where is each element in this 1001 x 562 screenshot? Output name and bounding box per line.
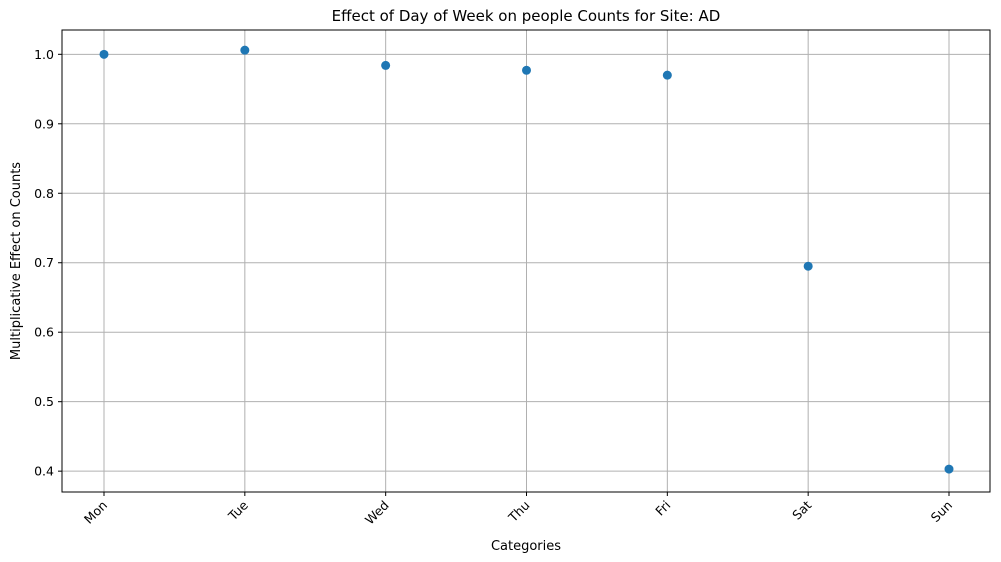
x-tick-label: Mon xyxy=(81,498,110,527)
y-tick-label: 1.0 xyxy=(34,47,54,62)
data-points xyxy=(99,45,954,474)
x-tick-label: Sat xyxy=(789,497,814,522)
data-point xyxy=(662,70,672,80)
y-tick-label: 0.4 xyxy=(34,464,54,479)
y-tick-label: 0.9 xyxy=(34,116,54,131)
chart-title: Effect of Day of Week on people Counts f… xyxy=(332,7,721,25)
x-tick-label: Tue xyxy=(225,497,252,524)
x-tick-label: Wed xyxy=(362,498,392,528)
grid-layer xyxy=(62,30,990,492)
x-tick-label: Sun xyxy=(928,498,955,525)
plot-frame xyxy=(61,29,991,493)
tick-layer: Mon Tue Wed Thu Fri Sat Sun 0.4 0.5 0.6 0.7 0.8 0.9 1… xyxy=(34,47,955,528)
data-point xyxy=(381,60,391,70)
y-tick-label: 0.6 xyxy=(34,325,54,340)
data-point xyxy=(240,45,250,55)
data-point xyxy=(944,464,954,474)
x-tick-label: Fri xyxy=(652,498,673,519)
data-point xyxy=(522,65,531,75)
y-tick-label: 0.8 xyxy=(34,186,54,201)
data-point xyxy=(803,261,813,271)
x-axis-label: Categories xyxy=(491,539,561,554)
x-tick-label: Thu xyxy=(505,498,533,526)
y-tick-label: 0.7 xyxy=(34,255,54,270)
data-point xyxy=(99,49,109,59)
y-tick-label: 0.5 xyxy=(34,394,54,409)
y-axis-label: Multiplicative Effect on Counts xyxy=(9,162,24,360)
